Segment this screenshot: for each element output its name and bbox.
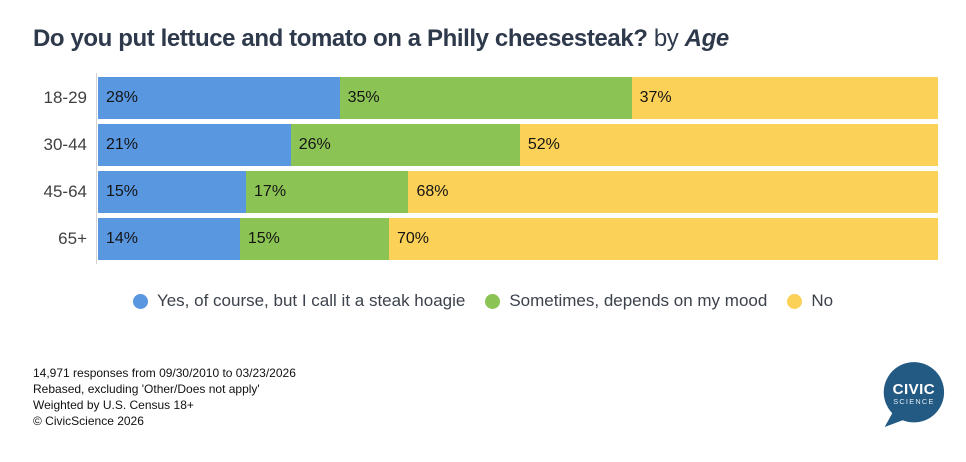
bar-row: 14% 15% 70% bbox=[98, 218, 939, 260]
value-label: 35% bbox=[347, 89, 380, 106]
bar-segment: 35% bbox=[339, 77, 632, 119]
bar-segment: 68% bbox=[408, 171, 938, 213]
bar-segment: 37% bbox=[631, 77, 938, 119]
logo-bubble bbox=[883, 362, 945, 423]
legend-dot-icon bbox=[485, 293, 501, 309]
legend-dot-icon bbox=[132, 293, 148, 309]
legend-item: Sometimes, depends on my mood bbox=[485, 291, 767, 311]
category-labels: 18-29 30-44 45-64 65+ bbox=[0, 73, 96, 264]
footnote-weighted: Weighted by U.S. Census 18+ bbox=[33, 398, 194, 412]
logo-text-civic: CIVIC bbox=[893, 381, 936, 398]
chart-title-by: by bbox=[653, 25, 679, 52]
bar-segment: 70% bbox=[388, 218, 939, 260]
bar-row: 28% 35% 37% bbox=[98, 77, 938, 119]
bar-segment: 52% bbox=[519, 124, 938, 166]
legend: Yes, of course, but I call it a steak ho… bbox=[0, 291, 966, 311]
civicscience-logo: CIVIC SCIENCE bbox=[883, 362, 945, 427]
legend-dot-icon bbox=[787, 293, 803, 309]
logo-text-science: SCIENCE bbox=[893, 397, 934, 406]
category-label: 30-44 bbox=[43, 135, 87, 154]
chart-title-segment: Age bbox=[684, 25, 730, 52]
footnotes: 14,971 responses from 09/30/2010 to 03/2… bbox=[33, 365, 296, 429]
chart-title: Do you put lettuce and tomato on a Phill… bbox=[33, 25, 933, 53]
category-label: 65+ bbox=[58, 229, 87, 248]
value-label: 15% bbox=[106, 183, 139, 200]
bar-segment: 15% bbox=[98, 171, 247, 213]
footnote-responses: 14,971 responses from 09/30/2010 to 03/2… bbox=[33, 366, 296, 380]
legend-item: Yes, of course, but I call it a steak ho… bbox=[132, 291, 466, 311]
logo-bubble-tail bbox=[884, 410, 907, 427]
bar-segment: 15% bbox=[239, 218, 389, 260]
value-label: 17% bbox=[254, 183, 287, 200]
bar-row: 21% 26% 52% bbox=[98, 124, 938, 166]
value-label: 14% bbox=[106, 230, 139, 247]
value-label: 37% bbox=[639, 89, 672, 106]
bar-segment: 26% bbox=[290, 124, 520, 166]
legend-item: No bbox=[787, 291, 833, 311]
bar-segment: 14% bbox=[98, 218, 240, 260]
value-label: 28% bbox=[106, 89, 139, 106]
value-label: 70% bbox=[396, 230, 429, 247]
value-label: 68% bbox=[416, 183, 449, 200]
bar-segment: 28% bbox=[98, 77, 340, 119]
legend-label: Yes, of course, but I call it a steak ho… bbox=[156, 291, 466, 310]
legend-label: Sometimes, depends on my mood bbox=[509, 291, 768, 310]
bar-segment: 17% bbox=[246, 171, 409, 213]
category-label: 45-64 bbox=[43, 182, 87, 201]
value-label: 15% bbox=[247, 230, 280, 247]
stacked-bar-chart: 18-29 30-44 45-64 65+ 28% 35% 37% 21% 26% 52% 15%… bbox=[0, 73, 939, 264]
footnote-copyright: © CivicScience 2026 bbox=[33, 414, 144, 428]
value-label: 21% bbox=[106, 136, 139, 153]
bar-row: 15% 17% 68% bbox=[98, 171, 938, 213]
value-label: 26% bbox=[298, 136, 331, 153]
legend-label: No bbox=[811, 291, 834, 310]
value-label: 52% bbox=[527, 136, 560, 153]
bar-segment: 21% bbox=[98, 124, 291, 166]
footnote-rebased: Rebased, excluding 'Other/Does not apply… bbox=[33, 382, 260, 396]
chart-title-question: Do you put lettuce and tomato on a Phill… bbox=[33, 25, 648, 52]
category-label: 18-29 bbox=[43, 88, 87, 107]
bars-area: 28% 35% 37% 21% 26% 52% 15% 17% 68% 14% 15% 70% bbox=[96, 73, 939, 264]
